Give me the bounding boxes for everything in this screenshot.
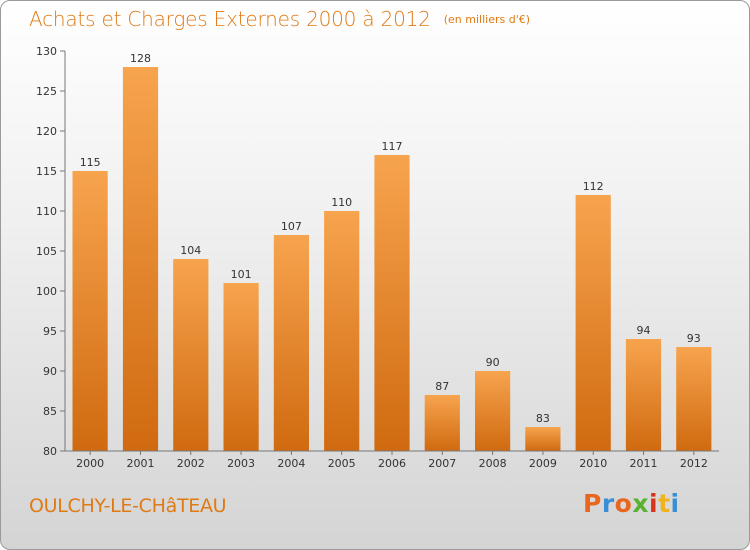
- bar-2010: [575, 195, 611, 451]
- proxiti-logo[interactable]: Proxiti: [583, 489, 680, 518]
- x-tick-label: 2011: [630, 457, 658, 470]
- bar-value-label: 110: [331, 196, 352, 209]
- bar-value-label: 128: [130, 52, 151, 65]
- logo-letter: o: [614, 489, 633, 518]
- x-tick-label: 2007: [428, 457, 456, 470]
- x-tick-label: 2009: [529, 457, 557, 470]
- title-row: Achats et Charges Externes 2000 à 2012 (…: [29, 7, 530, 31]
- bar-value-label: 117: [382, 140, 403, 153]
- bar-2009: [525, 427, 561, 451]
- bar-value-label: 83: [536, 412, 550, 425]
- y-tick-label: 90: [43, 365, 57, 378]
- logo-letter: i: [670, 489, 680, 518]
- x-tick-label: 2003: [227, 457, 255, 470]
- logo-letter: r: [601, 489, 615, 518]
- logo-letter: t: [658, 489, 671, 518]
- chart-subtitle: (en milliers d'€): [443, 13, 531, 26]
- bar-2002: [173, 259, 209, 451]
- y-tick-label: 80: [43, 445, 57, 458]
- x-tick-label: 2008: [479, 457, 507, 470]
- bar-2004: [273, 235, 309, 451]
- x-tick-label: 2000: [76, 457, 104, 470]
- bar-value-label: 93: [687, 332, 701, 345]
- bar-value-label: 94: [637, 324, 651, 337]
- bar-2008: [475, 371, 511, 451]
- bar-value-label: 115: [80, 156, 101, 169]
- y-tick-label: 85: [43, 405, 57, 418]
- bar-2012: [676, 347, 712, 451]
- axes-group: 80 85 90 95 100 105 110 115 120 125 130 2000 2001 200…: [36, 45, 719, 470]
- y-tick-label: 120: [36, 125, 57, 138]
- x-tick-label: 2004: [277, 457, 305, 470]
- y-tick-label: 115: [36, 165, 57, 178]
- x-tick-label: 2010: [579, 457, 607, 470]
- bar-2003: [223, 283, 259, 451]
- bar-value-label: 101: [231, 268, 252, 281]
- bar-2011: [625, 339, 662, 451]
- bar-2001: [122, 67, 159, 451]
- x-tick-label: 2002: [177, 457, 205, 470]
- bar-2006: [374, 155, 410, 451]
- x-tick-label: 2001: [126, 457, 154, 470]
- bar-2000: [72, 171, 108, 451]
- logo-letter: x: [632, 489, 649, 518]
- bar-value-label: 112: [583, 180, 604, 193]
- y-tick-label: 95: [43, 325, 57, 338]
- y-tick-label: 105: [36, 245, 57, 258]
- y-tick-label: 100: [36, 285, 57, 298]
- bar-2007: [424, 395, 460, 451]
- y-tick-label: 130: [36, 45, 57, 58]
- bar-value-label: 90: [486, 356, 500, 369]
- logo-letter: i: [649, 489, 659, 518]
- bars-group: 115 128 104 101 107 110 117 87 90 83 112 94 93: [72, 52, 712, 451]
- x-tick-label: 2006: [378, 457, 406, 470]
- chart-title: Achats et Charges Externes 2000 à 2012: [29, 7, 431, 31]
- y-tick-label: 110: [36, 205, 57, 218]
- bar-value-label: 104: [180, 244, 201, 257]
- bar-value-label: 87: [435, 380, 449, 393]
- commune-name: OULCHY-LE-CHâTEAU: [29, 495, 227, 517]
- logo-letter: P: [583, 489, 602, 518]
- x-tick-label: 2005: [328, 457, 356, 470]
- y-tick-label: 125: [36, 85, 57, 98]
- bar-value-label: 107: [281, 220, 302, 233]
- bar-2005: [324, 211, 360, 451]
- x-tick-label: 2012: [680, 457, 708, 470]
